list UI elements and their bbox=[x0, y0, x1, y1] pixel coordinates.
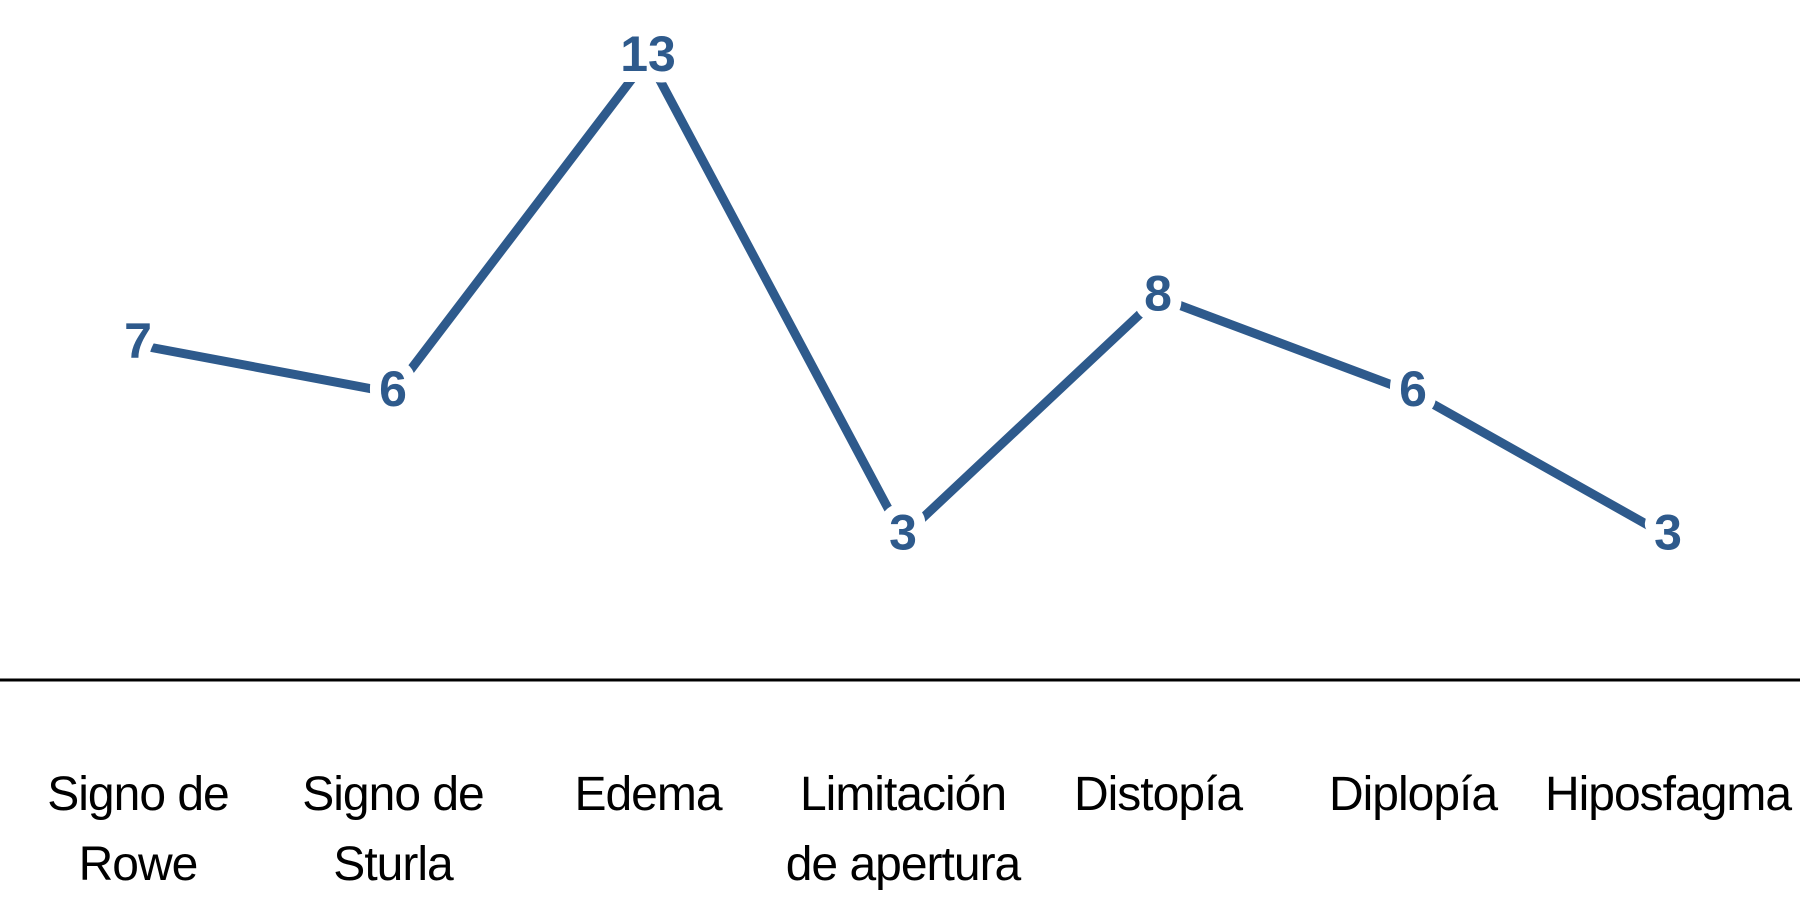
x-tick-label: Distopía bbox=[1073, 768, 1243, 821]
value-label: 3 bbox=[1654, 505, 1682, 561]
value-label: 8 bbox=[1144, 265, 1172, 321]
x-tick-label: Diplopía bbox=[1328, 768, 1498, 821]
x-tick-label: Hiposfagma bbox=[1544, 768, 1792, 821]
value-label: 6 bbox=[1399, 361, 1427, 417]
value-label: 13 bbox=[620, 26, 676, 82]
x-tick-label: Signo de Sturla bbox=[302, 768, 485, 891]
x-tick-label: Limitación de apertura bbox=[785, 768, 1022, 891]
value-label: 6 bbox=[379, 361, 407, 417]
value-label: 3 bbox=[889, 505, 917, 561]
data-line bbox=[137, 49, 1671, 544]
x-tick-label: Signo de Rowe bbox=[47, 768, 230, 891]
x-tick-label: Edema bbox=[574, 768, 722, 821]
value-label: 7 bbox=[124, 313, 152, 369]
